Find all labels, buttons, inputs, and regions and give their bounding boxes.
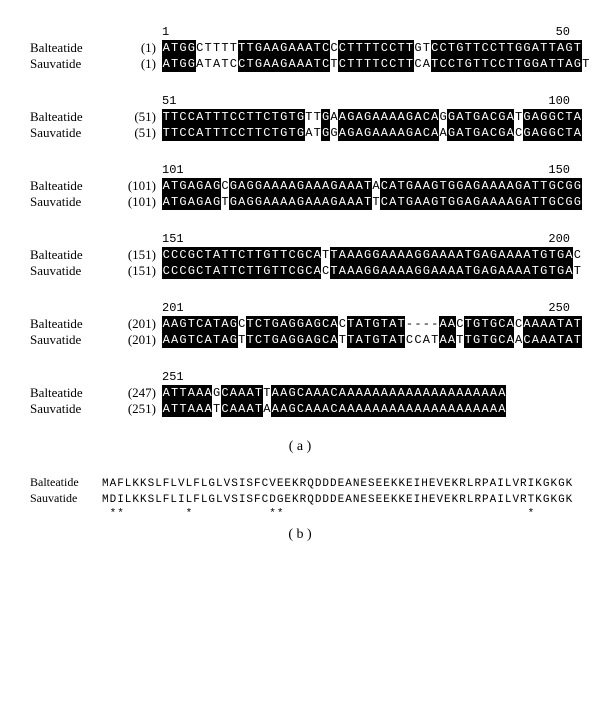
protein-alignment: Balteatide MAFLKKSLFLVLFLGLVSISFCVEEKRQD… bbox=[30, 475, 570, 521]
sequence-strip: ATGGATATCCTGAAGAAATCTCTTTTCCTTCATCCTGTTC… bbox=[162, 56, 590, 72]
row-label-sauvatide: Sauvatide bbox=[30, 263, 116, 279]
protein-seq-bot: MDILKKSLFLILFLGLVSISFCDGEKRQDDDEANESEEKK… bbox=[102, 493, 573, 507]
row-label-balteatide: Balteatide bbox=[30, 247, 116, 263]
row-position: (201) bbox=[116, 316, 162, 332]
nucleotide-alignment: 150Balteatide(1)ATGGCTTTTTTGAAGAAATCCCTT… bbox=[30, 25, 570, 417]
ruler: 101150 bbox=[162, 163, 570, 177]
sequence-strip: AAGTCATAGCTCTGAGGAGCACTATGTAT----AACTGTG… bbox=[162, 316, 582, 332]
row-label-sauvatide: Sauvatide bbox=[30, 194, 116, 210]
alignment-block: 51100Balteatide(51)TTCCATTTCCTTCTGTGTTGA… bbox=[30, 94, 570, 141]
sequence-strip: TTCCATTTCCTTCTGTGATGGAGAGAAAAGACAAGATGAC… bbox=[162, 125, 582, 141]
caption-a: ( a ) bbox=[30, 439, 570, 455]
row-position: (247) bbox=[116, 385, 162, 401]
row-label-balteatide: Balteatide bbox=[30, 40, 116, 56]
sequence-strip: ATGAGAGTGAGGAAAAGAAAGAAATTCATGAAGTGGAGAA… bbox=[162, 194, 582, 210]
alignment-block: 101150Balteatide(101)ATGAGAGCGAGGAAAAGAA… bbox=[30, 163, 570, 210]
row-position: (101) bbox=[116, 194, 162, 210]
row-position: (51) bbox=[116, 125, 162, 141]
caption-b: ( b ) bbox=[30, 527, 570, 543]
sequence-strip: ATTAAATCAAATAAAGCAAACAAAAAAAAAAAAAAAAAAA… bbox=[162, 401, 506, 417]
alignment-block: 251 Balteatide(247)ATTAAAGCAAATTAAGCAAACA… bbox=[30, 370, 570, 417]
row-label-balteatide: Balteatide bbox=[30, 385, 116, 401]
sequence-strip: ATGAGAGCGAGGAAAAGAAAGAAATACATGAAGTGGAGAA… bbox=[162, 178, 582, 194]
row-position: (151) bbox=[116, 263, 162, 279]
row-label-sauvatide: Sauvatide bbox=[30, 332, 116, 348]
sequence-strip: AAGTCATAGTTCTGAGGAGCATTATGTATCCATAATTGTG… bbox=[162, 332, 582, 348]
row-label-balteatide: Balteatide bbox=[30, 316, 116, 332]
row-position: (51) bbox=[116, 109, 162, 125]
protein-stars: ** * ** * bbox=[102, 507, 573, 521]
protein-label-bot: Sauvatide bbox=[30, 491, 102, 505]
row-position: (151) bbox=[116, 247, 162, 263]
sequence-strip: ATGGCTTTTTTGAAGAAATCCCTTTTCCTTGTCCTGTTCC… bbox=[162, 40, 582, 56]
ruler: 251 bbox=[162, 370, 570, 384]
row-label-balteatide: Balteatide bbox=[30, 109, 116, 125]
alignment-block: 201250Balteatide(201)AAGTCATAGCTCTGAGGAG… bbox=[30, 301, 570, 348]
row-position: (1) bbox=[116, 56, 162, 72]
ruler: 51100 bbox=[162, 94, 570, 108]
ruler: 201250 bbox=[162, 301, 570, 315]
row-label-sauvatide: Sauvatide bbox=[30, 56, 116, 72]
ruler: 150 bbox=[162, 25, 570, 39]
row-position: (201) bbox=[116, 332, 162, 348]
row-position: (101) bbox=[116, 178, 162, 194]
protein-seq-top: MAFLKKSLFLVLFLGLVSISFCVEEKRQDDDEANESEEKK… bbox=[102, 477, 573, 491]
row-label-sauvatide: Sauvatide bbox=[30, 125, 116, 141]
alignment-block: 150Balteatide(1)ATGGCTTTTTTGAAGAAATCCCTT… bbox=[30, 25, 570, 72]
row-position: (1) bbox=[116, 40, 162, 56]
sequence-strip: ATTAAAGCAAATTAAGCAAACAAAAAAAAAAAAAAAAAAA… bbox=[162, 385, 506, 401]
sequence-strip: CCCGCTATTCTTGTTCGCACTAAAGGAAAAGGAAAATGAG… bbox=[162, 263, 582, 279]
sequence-strip: CCCGCTATTCTTGTTCGCATTAAAGGAAAAGGAAAATGAG… bbox=[162, 247, 582, 263]
sequence-strip: TTCCATTTCCTTCTGTGTTGAAGAGAAAAGACAGGATGAC… bbox=[162, 109, 582, 125]
row-label-sauvatide: Sauvatide bbox=[30, 401, 116, 417]
protein-label-top: Balteatide bbox=[30, 475, 102, 489]
row-position: (251) bbox=[116, 401, 162, 417]
ruler: 151200 bbox=[162, 232, 570, 246]
alignment-block: 151200Balteatide(151)CCCGCTATTCTTGTTCGCA… bbox=[30, 232, 570, 279]
row-label-balteatide: Balteatide bbox=[30, 178, 116, 194]
